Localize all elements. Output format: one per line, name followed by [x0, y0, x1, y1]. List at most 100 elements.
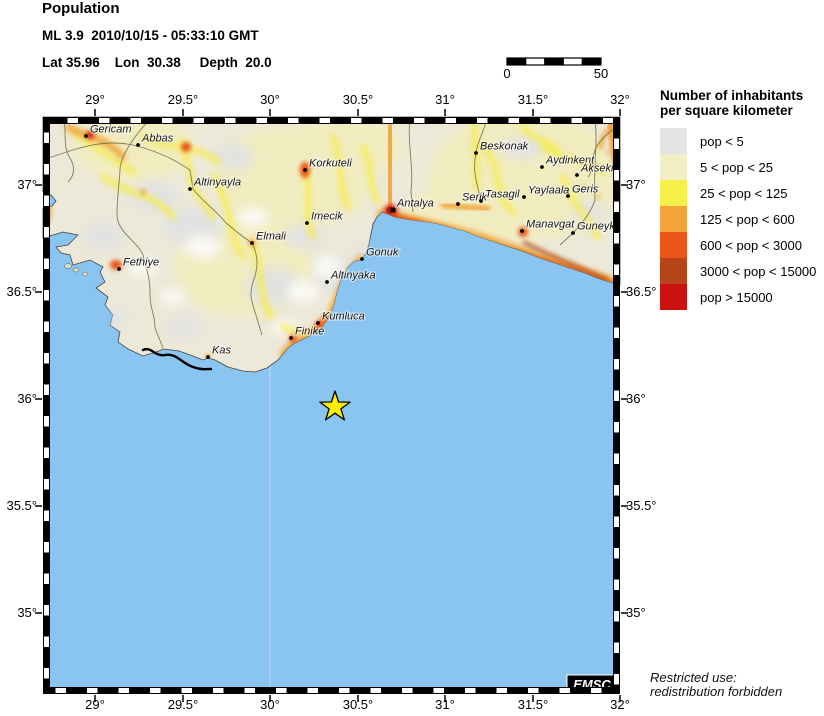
axis-label-top: 29.5°	[167, 92, 199, 107]
city-marker	[117, 267, 121, 271]
axis-label-bottom: 31°	[435, 697, 455, 712]
city-label: Fethiye	[123, 257, 159, 269]
legend-item-label: 125 < pop < 600	[700, 211, 795, 227]
population-legend: Number of inhabitants per square kilomet…	[660, 88, 824, 310]
city-label: Gonuk	[366, 247, 399, 259]
city-label: Kas	[212, 345, 231, 357]
city-marker	[289, 336, 293, 340]
city-label: Finike	[295, 326, 324, 338]
city-marker	[250, 241, 254, 245]
page-title: Population	[42, 0, 120, 17]
legend-item-label: 600 < pop < 3000	[700, 237, 802, 253]
restricted-use-note: Restricted use: redistribution forbidden	[650, 671, 782, 699]
axis-label-top: 30.5°	[342, 92, 374, 107]
legend-item-label: 25 < pop < 125	[700, 185, 788, 201]
axis-label-bottom: 31.5°	[517, 697, 549, 712]
legend-title-line1: Number of inhabitants	[660, 88, 804, 103]
city-label: Geris	[572, 184, 599, 196]
city-label: Abbas	[141, 133, 174, 145]
legend-color-swatch	[660, 154, 687, 180]
city-label: Imecik	[311, 211, 343, 223]
city-marker	[206, 355, 210, 359]
axis-label-left: 36.5°	[6, 284, 37, 299]
city-label: Kumluca	[322, 311, 365, 323]
axis-label-bottom: 30°	[260, 697, 280, 712]
city-label: Guneyk	[577, 221, 615, 233]
city-marker	[520, 229, 524, 233]
city-marker	[571, 231, 575, 235]
axis-label-left: 35°	[17, 605, 37, 620]
city-label: Altinyayla	[193, 177, 241, 189]
legend-item: 5 < pop < 25	[660, 154, 824, 180]
city-marker	[303, 168, 307, 172]
legend-title-line2: per square kilometer	[660, 103, 793, 118]
axis-label-top: 29°	[85, 92, 105, 107]
axis-label-top: 30°	[260, 92, 280, 107]
city-label: Beskonak	[480, 141, 529, 153]
legend-rows: pop < 5 5 < pop < 25 25 < pop < 125 125 < p…	[660, 128, 824, 310]
axis-label-right: 35°	[626, 605, 646, 620]
legend-item-label: pop < 5	[700, 133, 744, 149]
legend-item: pop < 5	[660, 128, 824, 154]
distance-scale-bar	[506, 57, 602, 66]
city-marker	[456, 202, 460, 206]
restricted-line1: Restricted use:	[650, 670, 737, 685]
city-marker	[540, 165, 544, 169]
legend-item: pop > 15000	[660, 284, 824, 310]
city-marker	[188, 187, 192, 191]
legend-color-swatch	[660, 206, 687, 232]
scale-bar-end-label: 50	[593, 66, 609, 81]
axis-label-top: 32°	[610, 92, 630, 107]
legend-item: 125 < pop < 600	[660, 206, 824, 232]
map-frame	[43, 117, 620, 694]
city-marker	[84, 134, 88, 138]
city-label: Aydinkent	[545, 155, 595, 167]
axis-label-left: 36°	[17, 391, 37, 406]
axis-ticks	[35, 109, 628, 702]
event-magnitude-datetime: ML 3.9 2010/10/15 - 05:33:10 GMT	[42, 28, 259, 43]
city-marker	[575, 173, 579, 177]
axis-label-right: 37°	[626, 177, 646, 192]
legend-item: 600 < pop < 3000	[660, 232, 824, 258]
axis-label-bottom: 29°	[85, 697, 105, 712]
legend-item-label: pop > 15000	[700, 289, 773, 305]
axis-label-right: 35.5°	[626, 498, 657, 513]
city-label: Manavgat	[526, 219, 575, 231]
city-marker	[305, 221, 309, 225]
city-marker	[390, 207, 396, 213]
city-label: Antalya	[396, 198, 434, 210]
axis-label-top: 31.5°	[517, 92, 549, 107]
city-marker	[360, 257, 364, 261]
legend-color-swatch	[660, 284, 687, 310]
city-label: Elmali	[256, 231, 287, 243]
city-marker	[479, 199, 483, 203]
city-marker	[136, 143, 140, 147]
legend-item: 3000 < pop < 15000	[660, 258, 824, 284]
axis-label-right: 36.5°	[626, 284, 657, 299]
islands	[64, 263, 88, 277]
axis-label-bottom: 29.5°	[167, 697, 199, 712]
legend-item-label: 5 < pop < 25	[700, 159, 774, 175]
city-label: Tasagil	[485, 189, 520, 201]
city-marker	[522, 195, 526, 199]
legend-color-swatch	[660, 232, 687, 258]
city-label: Yaylaala	[528, 185, 569, 197]
axis-label-bottom: 32°	[610, 697, 630, 712]
city-marker	[474, 151, 478, 155]
axis-label-left: 37°	[17, 177, 37, 192]
restricted-line2: redistribution forbidden	[650, 684, 783, 699]
city-marker	[566, 194, 570, 198]
city-marker	[325, 280, 329, 284]
city-markers-layer: Gericam Abbas Altinyayla Korkuteli Imecik Bes…	[84, 123, 616, 359]
map-canvas[interactable]: Gericam Abbas Altinyayla Korkuteli Imecik Bes…	[35, 109, 628, 702]
legend-color-swatch	[660, 258, 687, 284]
legend-color-swatch	[660, 128, 687, 154]
axis-label-right: 36°	[626, 391, 646, 406]
axis-label-top: 31°	[435, 92, 455, 107]
city-label: Serik	[462, 192, 488, 204]
city-label: Gericam	[90, 124, 132, 136]
epicenter-star	[319, 390, 351, 421]
city-label: Akseki	[580, 163, 614, 175]
axis-label-bottom: 30.5°	[342, 697, 374, 712]
